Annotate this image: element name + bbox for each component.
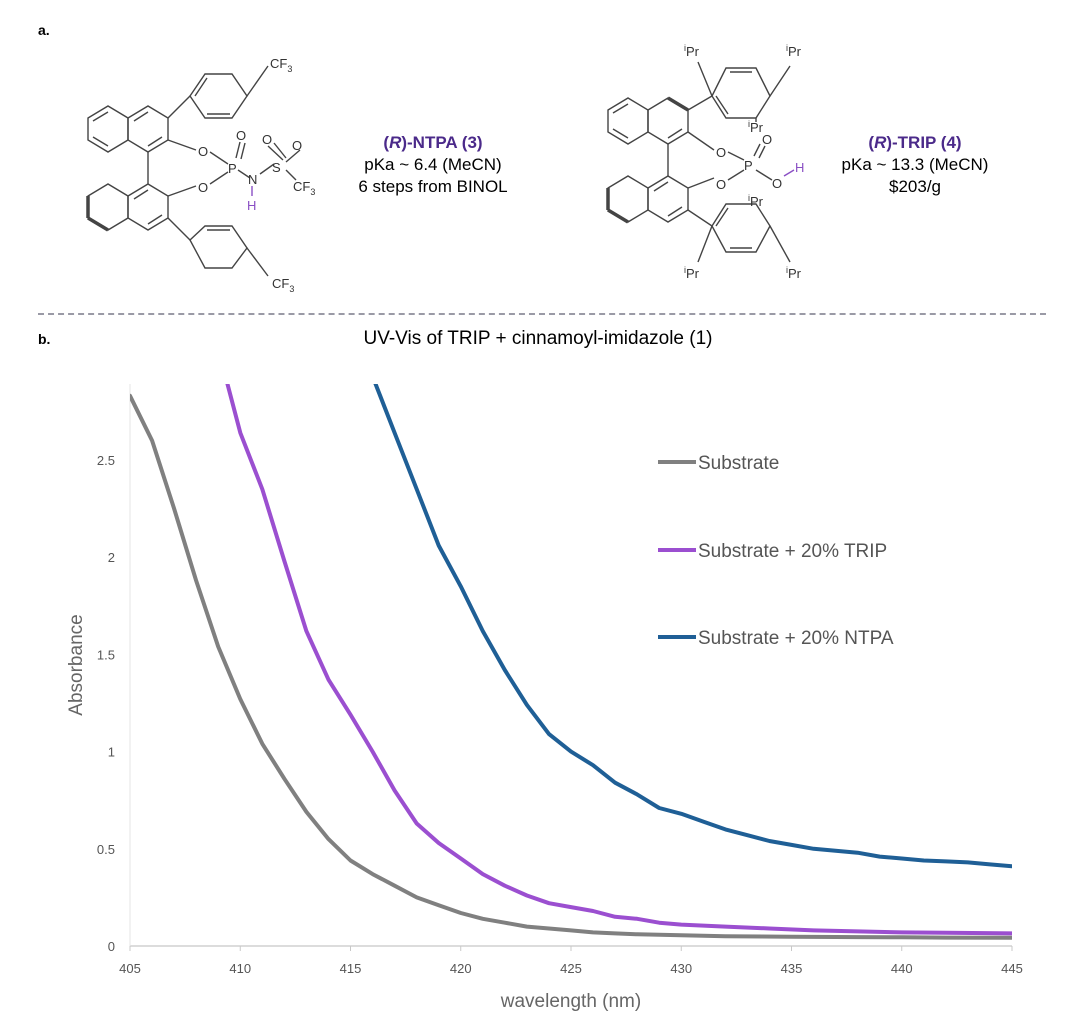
- x-tick-label: 430: [670, 961, 692, 976]
- ntpa-o-s-left: O: [262, 132, 272, 147]
- trip-atom-labels: iPr iPr iPr iPr iPr iPr O O O P O H: [684, 43, 804, 281]
- ntpa-n: N: [248, 172, 257, 187]
- x-tick-label: 440: [891, 961, 913, 976]
- y-tick-label: 0: [108, 939, 115, 954]
- trip-structure: [606, 61, 795, 263]
- y-tick-label: 1.5: [97, 647, 115, 662]
- ntpa-steps: 6 steps from BINOL: [358, 177, 508, 196]
- ntpa-structure: [86, 65, 301, 277]
- y-tick-label: 0.5: [97, 842, 115, 857]
- x-tick-label: 435: [781, 961, 803, 976]
- panel-b-label: b.: [38, 331, 51, 347]
- ntpa-s: S: [272, 160, 281, 175]
- series-line-0: [130, 393, 1012, 940]
- legend-label-1: Substrate + 20% TRIP: [698, 541, 887, 562]
- ntpa-o-upper: O: [198, 144, 208, 159]
- y-tick-label: 1: [108, 745, 115, 760]
- trip-pka: pKa ~ 13.3 (MeCN): [841, 155, 989, 174]
- x-tick-label: 420: [450, 961, 472, 976]
- trip-ipr-3: iPr: [748, 119, 764, 135]
- trip-ipr-2: iPr: [786, 43, 802, 59]
- legend-label-2: Substrate + 20% NTPA: [698, 628, 894, 649]
- ntpa-caption: (R)-NTPA (3) pKa ~ 6.4 (MeCN) 6 steps fr…: [328, 132, 538, 198]
- ntpa-h: H: [247, 198, 256, 213]
- x-tick-label: 425: [560, 961, 582, 976]
- ntpa-pka: pKa ~ 6.4 (MeCN): [364, 155, 502, 174]
- ntpa-cf3-bottom: CF3: [272, 276, 294, 294]
- ntpa-name: (R)-NTPA (3): [383, 133, 483, 152]
- trip-ipr-6: iPr: [786, 265, 802, 281]
- x-axis-title: wavelength (nm): [500, 991, 641, 1012]
- trip-o-upper: O: [716, 145, 726, 160]
- trip-ipr-4: iPr: [748, 193, 764, 209]
- y-tick-label: 2.5: [97, 453, 115, 468]
- structures-figure: CF3 CF3 O O O P N H O O S CF3: [86, 43, 804, 294]
- trip-name: (R)-TRIP (4): [868, 133, 962, 152]
- trip-h: H: [795, 160, 804, 175]
- trip-o-h: O: [772, 176, 782, 191]
- trip-ipr-1: iPr: [684, 43, 700, 59]
- ntpa-p: P: [228, 161, 237, 176]
- ntpa-o-lower: O: [198, 180, 208, 195]
- x-tick-label: 415: [340, 961, 362, 976]
- ntpa-cf3-top: CF3: [270, 56, 292, 74]
- section-divider: [38, 313, 1046, 315]
- ntpa-o-s-right: O: [292, 138, 302, 153]
- ntpa-o-p: O: [236, 128, 246, 143]
- series-line-2: [373, 384, 1012, 869]
- x-tick-label: 410: [229, 961, 251, 976]
- panel-a-label: a.: [38, 22, 50, 38]
- legend-label-0: Substrate: [698, 453, 779, 474]
- x-tick-label: 445: [1001, 961, 1023, 976]
- x-tick-label: 405: [119, 961, 141, 976]
- ntpa-cf3-s: CF3: [293, 179, 315, 197]
- ntpa-atom-labels: CF3 CF3 O O O P N H O O S CF3: [198, 56, 315, 294]
- trip-p: P: [744, 158, 753, 173]
- series-line-1: [225, 384, 1012, 936]
- trip-caption: (R)-TRIP (4) pKa ~ 13.3 (MeCN) $203/g: [815, 132, 1015, 198]
- y-tick-label: 2: [108, 550, 115, 565]
- trip-price: $203/g: [889, 177, 941, 196]
- trip-ipr-5: iPr: [684, 265, 700, 281]
- chart-title: UV-Vis of TRIP + cinnamoyl-imidazole (1): [363, 328, 713, 349]
- trip-o-lower: O: [716, 177, 726, 192]
- trip-o-p: O: [762, 132, 772, 147]
- y-axis-title: Absorbance: [66, 614, 87, 715]
